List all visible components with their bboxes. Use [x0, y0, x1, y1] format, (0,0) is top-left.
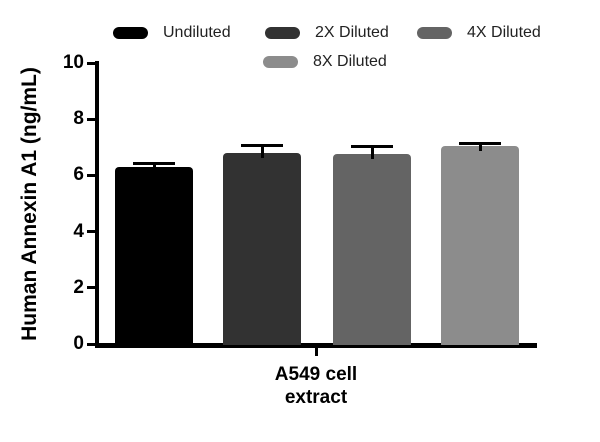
error-bar-stem-undiluted [152, 163, 156, 172]
y-tick-mark-0 [87, 342, 96, 346]
bar-2x-diluted [223, 152, 301, 345]
bar-4x-diluted [333, 154, 411, 345]
bar-8x-diluted [441, 145, 519, 345]
y-tick-mark-10 [87, 61, 96, 65]
y-tick-mark-6 [87, 173, 96, 177]
y-tick-label-0: 0 [73, 333, 84, 354]
legend-swatch-2x-diluted [265, 27, 300, 39]
x-axis-label-line-1: A549 cell [274, 364, 358, 385]
y-axis-line [95, 61, 99, 348]
legend-label-2x-diluted: 2X Diluted [315, 24, 389, 41]
y-axis-title: Human Annexin A1 (ng/mL) [18, 67, 41, 341]
x-axis-line [95, 343, 537, 348]
error-bar-stem-2x-diluted [260, 145, 264, 158]
y-tick-mark-4 [87, 230, 96, 234]
x-axis-label-line-2: extract [284, 387, 348, 408]
error-bar-cap-2x-diluted [241, 144, 283, 148]
x-axis-tick [315, 348, 318, 356]
legend-item-4x-diluted: 4X Diluted [417, 24, 541, 41]
legend-item-2x-diluted: 2X Diluted [265, 24, 389, 41]
legend-item-undiluted: Undiluted [113, 24, 231, 41]
error-bar-cap-undiluted [133, 161, 175, 165]
legend-swatch-4x-diluted [417, 27, 452, 39]
error-bar-cap-4x-diluted [351, 145, 393, 149]
y-tick-mark-8 [87, 117, 96, 121]
error-bar-stem-4x-diluted [370, 146, 374, 160]
y-tick-label-8: 8 [73, 108, 84, 130]
error-bar-cap-8x-diluted [459, 142, 501, 146]
y-tick-label-2: 2 [73, 276, 84, 298]
legend-label-8x-diluted: 8X Diluted [313, 53, 387, 70]
error-bar-stem-8x-diluted [478, 143, 482, 151]
x-axis-category-label: A549 cell extract [275, 363, 357, 409]
legend-label-undiluted: Undiluted [163, 24, 231, 41]
legend-swatch-undiluted [113, 27, 148, 39]
y-tick-label-4: 4 [73, 220, 84, 242]
legend-item-8x-diluted: 8X Diluted [263, 53, 387, 70]
bar-undiluted [115, 166, 193, 345]
y-tick-mark-2 [87, 286, 96, 290]
y-tick-label-10: 10 [62, 52, 84, 73]
legend-label-4x-diluted: 4X Diluted [467, 24, 541, 41]
legend-swatch-8x-diluted [263, 56, 298, 68]
y-tick-label-6: 6 [73, 164, 84, 186]
